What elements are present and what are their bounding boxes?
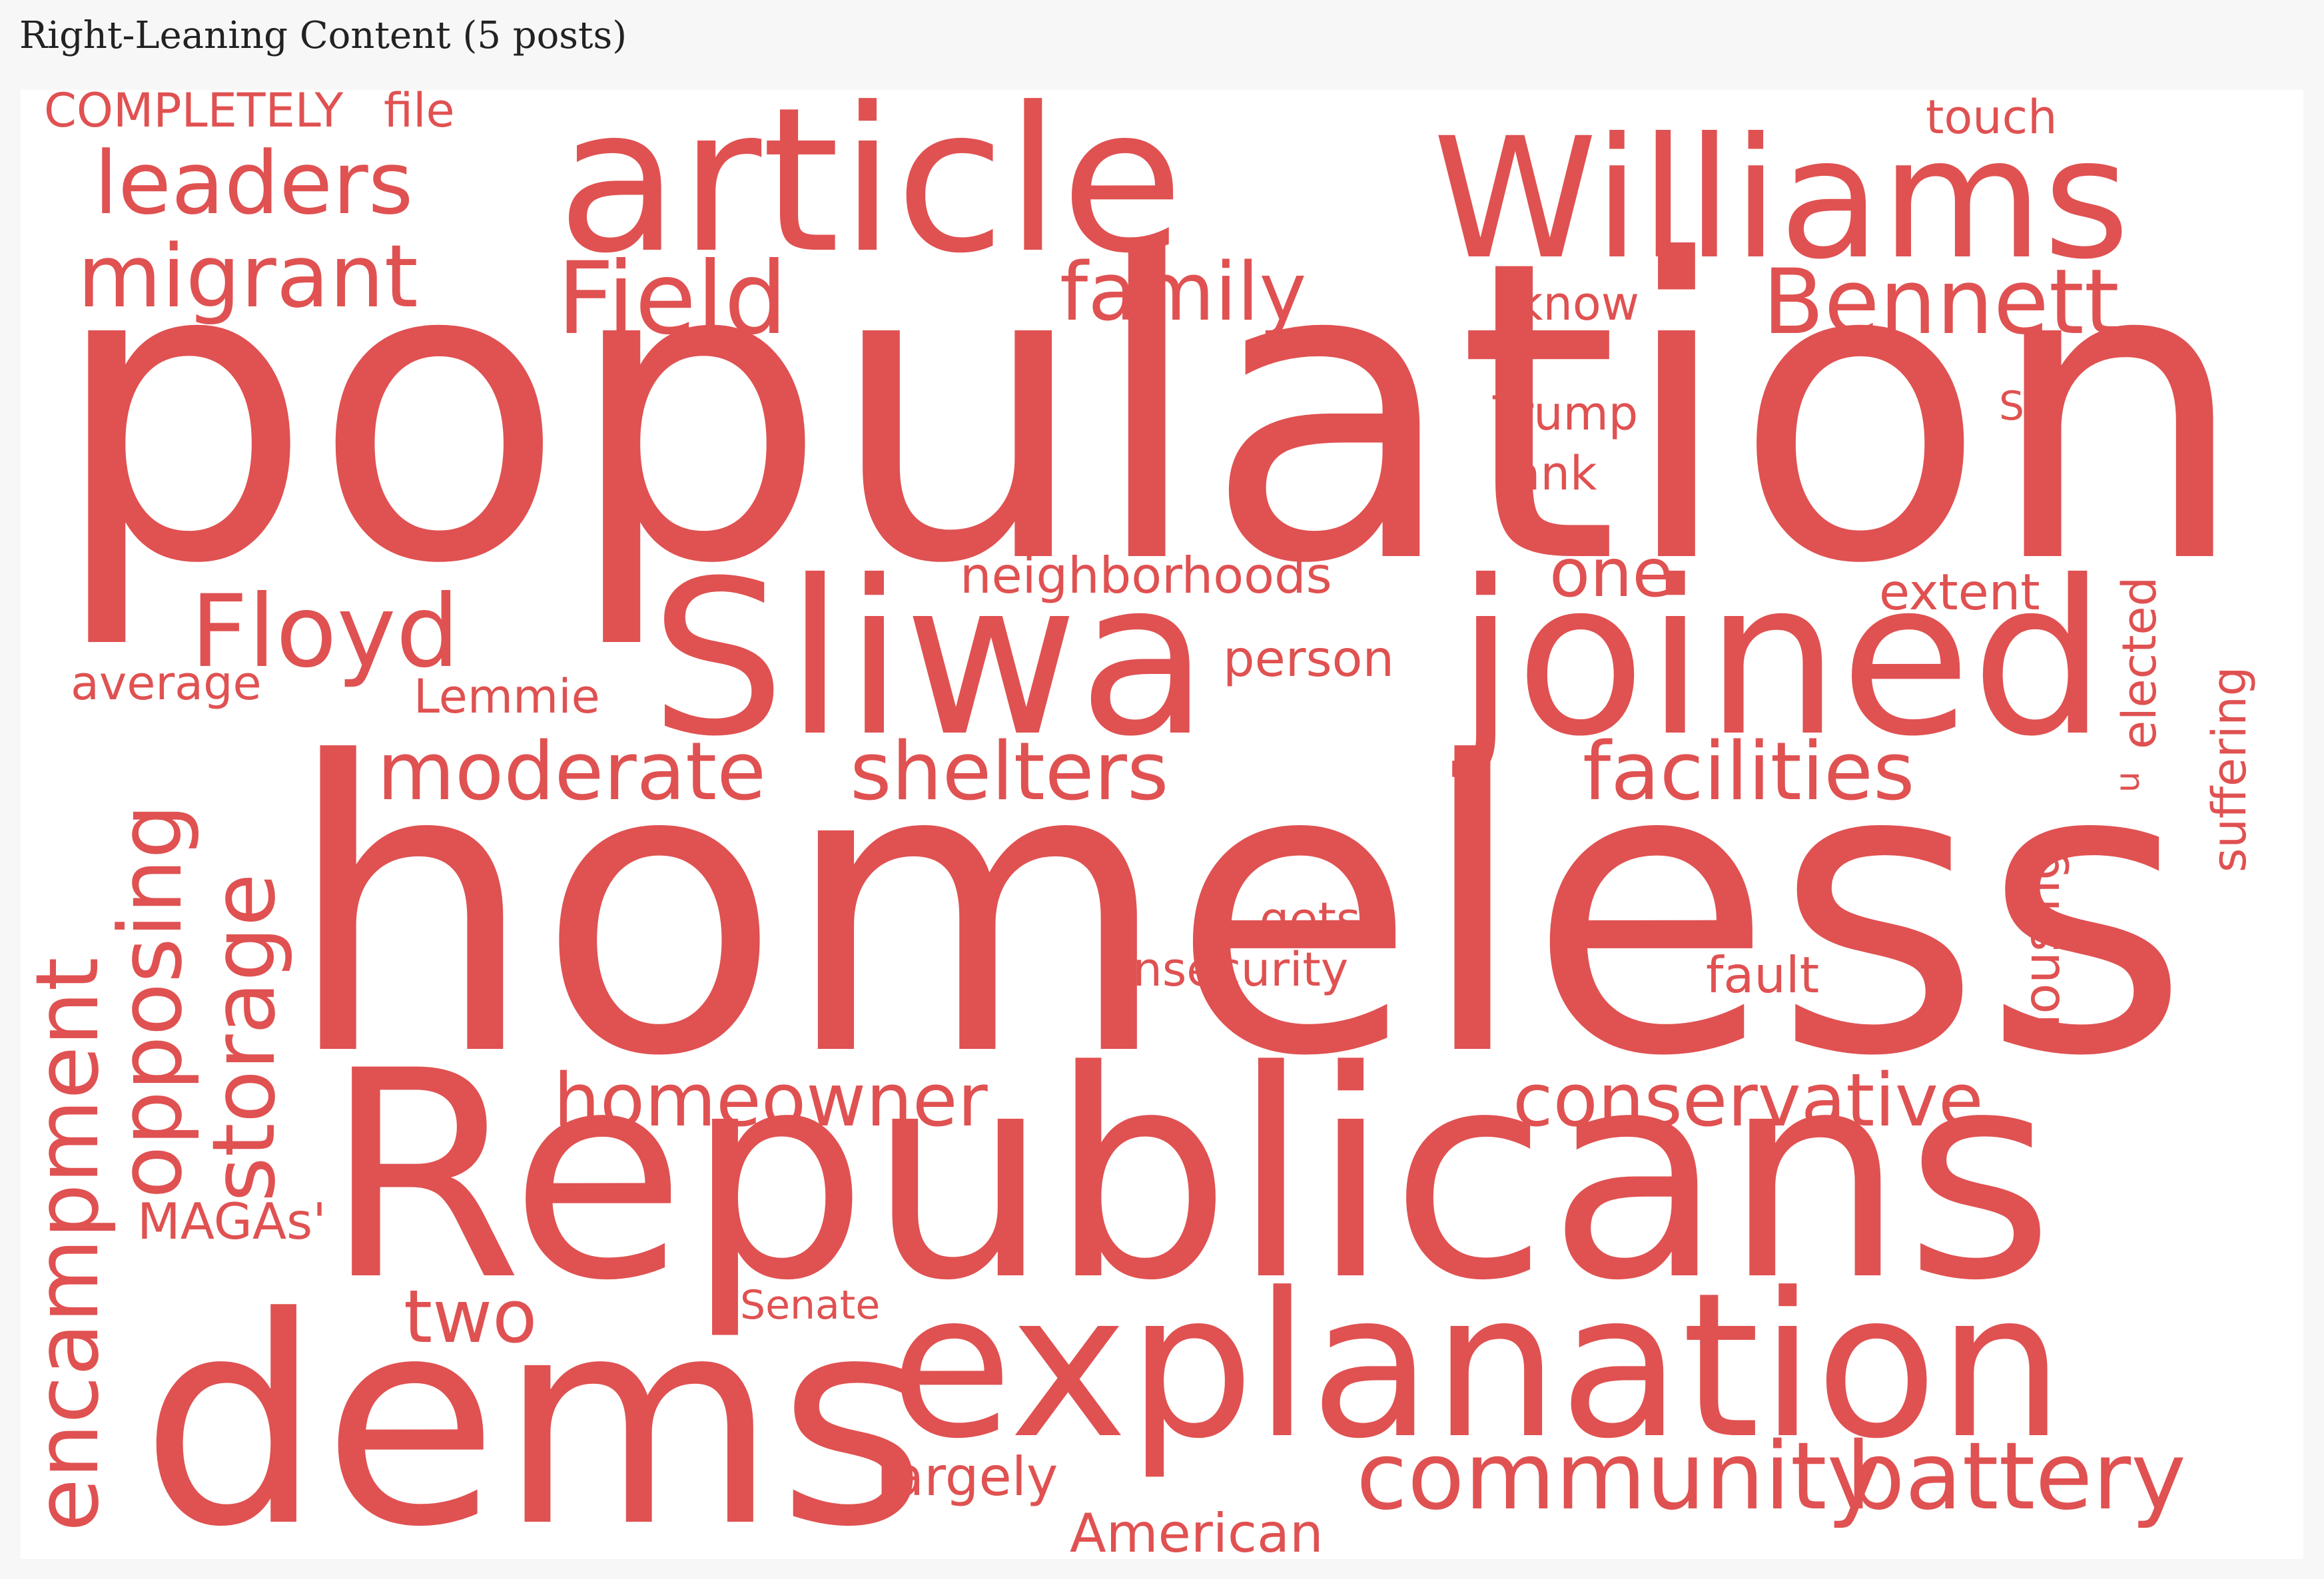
word-magas: MAGAs': [137, 1192, 326, 1251]
word-housing: housing: [2012, 848, 2071, 1046]
word-leaders: leaders: [94, 133, 413, 234]
word-field: Field: [557, 241, 787, 357]
word-conservative: conservative: [1513, 1058, 1984, 1143]
word-american: American: [1070, 1502, 1324, 1559]
word-elected: elected: [2112, 577, 2167, 749]
word-storage: storage: [193, 873, 294, 1202]
word-family: family: [1060, 246, 1306, 339]
word-battery: battery: [1846, 1422, 2186, 1531]
word-moderate: moderate: [377, 726, 766, 818]
word-encampment: encampment: [21, 957, 118, 1532]
word-cloud: population homeless Republicans dems exp…: [21, 90, 2303, 1559]
word-homeless: homeless: [284, 678, 2190, 1143]
word-floyd: Floyd: [191, 574, 460, 690]
word-explanation: explanation: [890, 1250, 2064, 1482]
word-trump: Trump: [1492, 386, 1638, 441]
word-migrant: migrant: [77, 226, 418, 327]
word-population: population: [51, 174, 2248, 654]
word-bennett: Bennett: [1762, 250, 2120, 354]
word-person: person: [1223, 629, 1394, 688]
word-neighborhoods: neighborhoods: [960, 546, 1332, 605]
word-touch: touch: [1926, 90, 2058, 145]
word-insecurity: insecurity: [1120, 942, 1348, 997]
word-sliwa: Sliwa: [650, 535, 1209, 783]
word-republicans: Republicans: [324, 1010, 2054, 1343]
word-senate: Senate: [740, 1282, 880, 1329]
word-completely: COMPLETELY: [44, 90, 343, 138]
word-lemmie: Lemmie: [414, 669, 600, 724]
word-u: u: [2108, 771, 2147, 792]
word-s: S: [1999, 383, 2024, 430]
word-one: one: [1549, 534, 1673, 612]
word-joined: joined: [1449, 535, 2106, 783]
word-community: community: [1356, 1422, 1882, 1531]
word-facilities: facilities: [1583, 726, 1915, 818]
word-average: average: [71, 656, 262, 711]
word-know: know: [1516, 276, 1639, 331]
chart-title: Right-Leaning Content (5 posts): [19, 14, 627, 57]
word-williams: Williams: [1433, 102, 2130, 296]
word-suffering: suffering: [2202, 667, 2257, 872]
word-opposing: opposing: [100, 804, 201, 1199]
word-shelters: shelters: [850, 726, 1168, 818]
word-rank: rank: [1493, 446, 1597, 501]
word-article: article: [557, 90, 1184, 297]
word-file: file: [384, 90, 455, 138]
word-largely: largely: [877, 1446, 1058, 1508]
word-cloud-canvas: population homeless Republicans dems exp…: [21, 90, 2257, 1559]
word-dems: dems: [141, 1257, 927, 1559]
word-extent: extent: [1879, 563, 2040, 621]
word-gets: gets: [1260, 892, 1360, 947]
word-two: two: [404, 1274, 537, 1359]
word-homeowner: homeowner: [554, 1058, 988, 1143]
word-fault: fault: [1706, 946, 1819, 1004]
